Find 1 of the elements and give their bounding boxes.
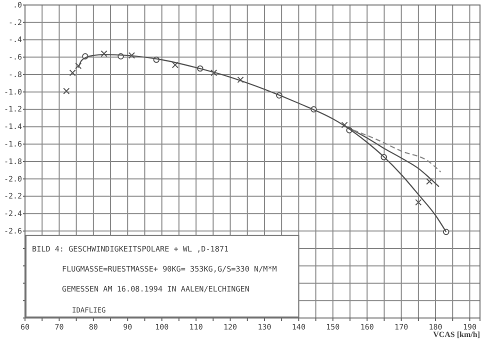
x-axis-title: VCAS [km/h] xyxy=(433,330,480,339)
